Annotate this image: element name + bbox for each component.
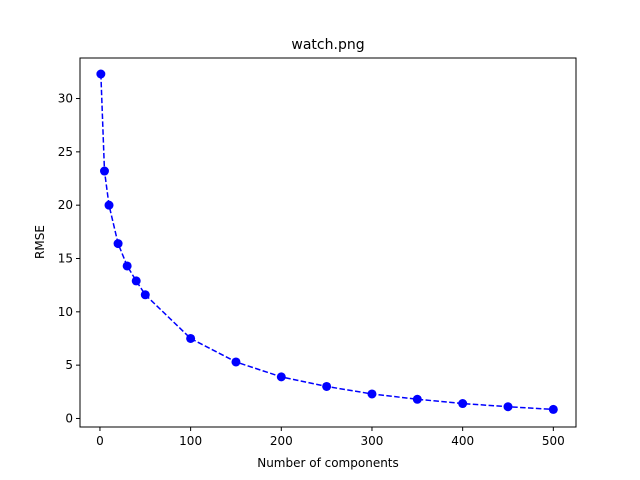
x-tick-label: 100 <box>179 434 202 448</box>
data-point <box>140 290 150 300</box>
y-tick-label: 30 <box>58 92 73 106</box>
y-tick-label: 0 <box>65 411 73 425</box>
y-tick-label: 20 <box>58 198 73 212</box>
data-point <box>131 276 141 286</box>
series-group <box>96 69 558 414</box>
x-tick-label: 400 <box>451 434 474 448</box>
y-tick-label: 10 <box>58 305 73 319</box>
x-tick-label: 500 <box>542 434 565 448</box>
y-axis-label: RMSE <box>33 225 47 259</box>
data-point <box>503 402 513 412</box>
data-point <box>367 389 377 399</box>
data-point <box>548 404 558 414</box>
data-point <box>96 69 106 79</box>
plot-frame <box>79 57 577 428</box>
series-line <box>100 73 554 411</box>
data-point <box>122 261 132 271</box>
x-tick-label: 300 <box>361 434 384 448</box>
chart-title: watch.png <box>291 37 364 53</box>
data-point <box>412 394 422 404</box>
x-tick-label: 200 <box>270 434 293 448</box>
data-point <box>113 239 123 249</box>
data-point <box>322 381 332 391</box>
data-point <box>99 166 109 176</box>
data-point <box>186 333 196 343</box>
y-tick-label: 5 <box>65 358 73 372</box>
x-axis-label: Number of components <box>257 456 399 470</box>
data-point <box>276 372 286 382</box>
data-point <box>458 399 468 409</box>
ticks-group: 0 100 200 300 400 500 0 5 10 15 20 25 30 <box>58 92 565 448</box>
y-tick-label: 25 <box>58 145 73 159</box>
y-tick-label: 15 <box>58 251 73 265</box>
data-point <box>104 200 114 210</box>
x-tick-label: 0 <box>96 434 104 448</box>
data-point <box>231 357 241 367</box>
